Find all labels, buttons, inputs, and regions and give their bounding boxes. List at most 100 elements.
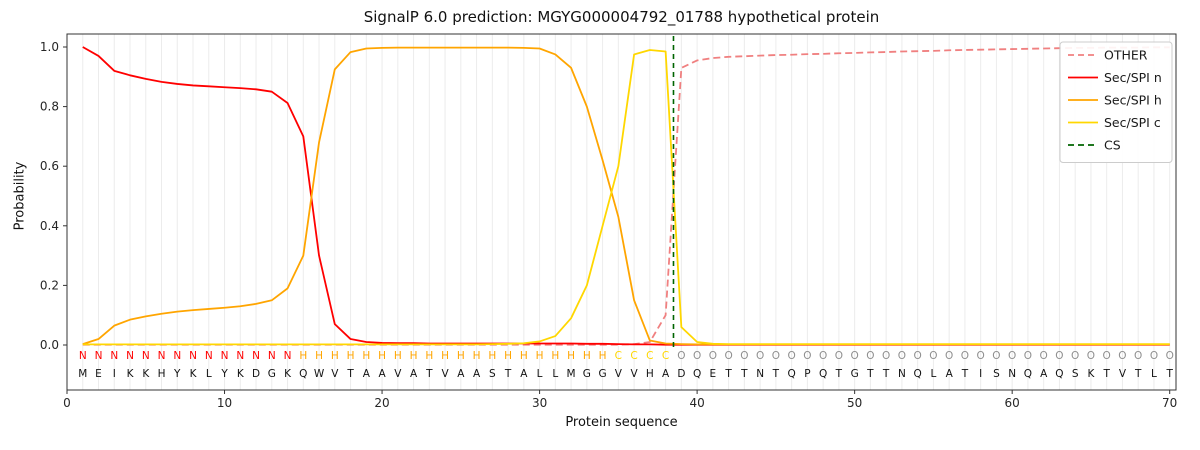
legend-label: Sec/SPI c <box>1104 115 1161 130</box>
residue-letter: A <box>457 368 465 380</box>
residue-letter: L <box>930 368 936 380</box>
region-label: O <box>914 350 922 362</box>
region-label: H <box>362 350 370 362</box>
region-label: O <box>835 350 843 362</box>
region-label: O <box>724 350 732 362</box>
x-tick-label: 10 <box>217 396 232 410</box>
region-label: H <box>331 350 339 362</box>
region-label: O <box>677 350 685 362</box>
residue-letter: W <box>314 368 325 380</box>
residue-letter: N <box>1008 368 1016 380</box>
y-tick-label: 0.4 <box>40 219 59 233</box>
region-label: N <box>221 350 229 362</box>
residue-letter: H <box>158 368 166 380</box>
x-tick-label: 30 <box>532 396 547 410</box>
residue-letter: T <box>724 368 732 380</box>
residue-letter: M <box>78 368 87 380</box>
region-label: O <box>1103 350 1111 362</box>
residue-letter: K <box>284 368 292 380</box>
residue-letter: L <box>206 368 212 380</box>
region-label: O <box>693 350 701 362</box>
x-tick-label: 20 <box>374 396 389 410</box>
residue-letter: V <box>441 368 449 380</box>
residue-letter: T <box>740 368 748 380</box>
region-label: N <box>236 350 244 362</box>
region-label: H <box>536 350 544 362</box>
residue-letter: P <box>804 368 810 380</box>
region-label: O <box>709 350 717 362</box>
region-label: H <box>504 350 512 362</box>
residue-letter: Y <box>173 368 181 380</box>
residue-letter: Q <box>299 368 307 380</box>
residue-letter: G <box>851 368 859 380</box>
region-label: H <box>583 350 591 362</box>
residue-letter: H <box>646 368 654 380</box>
gridlines <box>82 34 1171 390</box>
residue-letter: L <box>537 368 543 380</box>
residue-letter: G <box>599 368 607 380</box>
residue-letter: K <box>237 368 245 380</box>
residue-letter: T <box>961 368 969 380</box>
residue-letter: T <box>772 368 780 380</box>
region-label: H <box>457 350 465 362</box>
region-label: O <box>945 350 953 362</box>
residue-letter: Q <box>693 368 701 380</box>
residue-letter: T <box>882 368 890 380</box>
residue-letter: S <box>489 368 496 380</box>
residue-letter: T <box>425 368 433 380</box>
residue-letter: T <box>504 368 512 380</box>
region-label: N <box>284 350 292 362</box>
x-tick-label: 70 <box>1162 396 1177 410</box>
residue-letter: T <box>1165 368 1173 380</box>
region-label: H <box>441 350 449 362</box>
region-label: O <box>1134 350 1142 362</box>
region-label: N <box>126 350 134 362</box>
region-label: H <box>473 350 481 362</box>
residue-letter: L <box>552 368 558 380</box>
x-tick-label: 60 <box>1005 396 1020 410</box>
region-label: O <box>992 350 1000 362</box>
region-label: O <box>1040 350 1048 362</box>
region-label: O <box>787 350 795 362</box>
region-label: H <box>315 350 323 362</box>
region-label: C <box>630 350 637 362</box>
residue-letter: L <box>1151 368 1157 380</box>
residue-letter: Q <box>1024 368 1032 380</box>
region-label: O <box>819 350 827 362</box>
region-label: O <box>1008 350 1016 362</box>
residue-letter: A <box>378 368 386 380</box>
region-label: C <box>615 350 622 362</box>
region-label: N <box>79 350 87 362</box>
residue-letter: A <box>946 368 954 380</box>
residue-letter: S <box>1072 368 1079 380</box>
region-label: O <box>1118 350 1126 362</box>
x-axis-label: Protein sequence <box>565 415 678 430</box>
residue-letter: K <box>1087 368 1095 380</box>
residue-letter: G <box>583 368 591 380</box>
residue-letter: S <box>993 368 1000 380</box>
residue-letter: T <box>835 368 843 380</box>
region-label: N <box>158 350 166 362</box>
region-label: N <box>95 350 103 362</box>
residue-letter: A <box>473 368 481 380</box>
residue-letter: A <box>520 368 528 380</box>
residue-letter: T <box>1102 368 1110 380</box>
residue-letter: V <box>615 368 623 380</box>
residue-letter: V <box>631 368 639 380</box>
residue-letter: K <box>190 368 198 380</box>
region-label: O <box>1024 350 1032 362</box>
region-label: H <box>599 350 607 362</box>
residue-letter: K <box>127 368 135 380</box>
region-label: H <box>567 350 575 362</box>
region-label: O <box>740 350 748 362</box>
region-label: N <box>252 350 260 362</box>
x-tick-label: 50 <box>847 396 862 410</box>
series-line-other <box>82 46 1170 346</box>
residue-letter: A <box>1040 368 1048 380</box>
region-label: H <box>347 350 355 362</box>
legend-label: Sec/SPI h <box>1104 93 1162 108</box>
region-label: H <box>488 350 496 362</box>
x-tick-label: 40 <box>689 396 704 410</box>
region-label: O <box>1071 350 1079 362</box>
residue-letter: N <box>756 368 764 380</box>
